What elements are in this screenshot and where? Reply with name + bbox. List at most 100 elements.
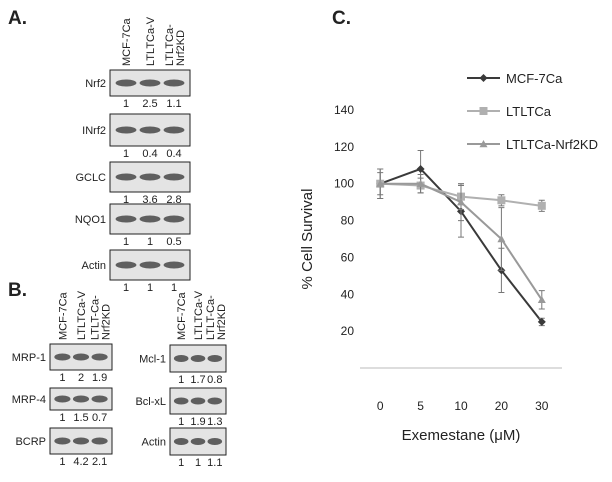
y-tick-label: 20 xyxy=(341,324,355,338)
blot-band xyxy=(115,173,137,181)
y-tick-label: 120 xyxy=(334,140,354,154)
lane-label: LTLT-Ca-Nrf2KD xyxy=(90,295,113,340)
lane-label: MCF-7Ca xyxy=(57,291,69,340)
fold-value: 1 xyxy=(123,236,129,248)
blot-band xyxy=(54,437,71,445)
lane-label-line: MCF-7Ca xyxy=(121,17,133,66)
lane-label: LTLTCa-V xyxy=(145,16,157,66)
marker xyxy=(537,295,546,304)
fold-value: 4.2 xyxy=(73,456,88,468)
protein-label: Mcl-1 xyxy=(139,354,166,366)
lane-label-line: LTLTCa-V xyxy=(145,16,157,66)
protein-label: MRP-4 xyxy=(12,394,46,406)
x-tick-label: 30 xyxy=(535,399,549,413)
y-tick-label: 80 xyxy=(341,214,355,228)
lane-label-line: Nrf2KD xyxy=(216,304,228,340)
fold-value: 1 xyxy=(123,194,129,206)
fold-value: 1 xyxy=(59,412,65,424)
lane-label-line: MCF-7Ca xyxy=(57,291,69,340)
fold-value: 2.8 xyxy=(166,194,181,206)
fold-value: 1.1 xyxy=(207,457,222,469)
fold-value: 0.8 xyxy=(207,374,222,386)
lane-label: LTLTCa-Nrf2KD xyxy=(164,24,187,66)
fold-value: 0.4 xyxy=(142,148,157,160)
protein-label: BCRP xyxy=(15,436,46,448)
lane-label: MCF-7Ca xyxy=(121,17,133,66)
fold-value: 1 xyxy=(147,282,153,294)
lane-label-line: MCF-7Ca xyxy=(176,291,188,340)
x-tick-label: 0 xyxy=(377,399,384,413)
fold-value: 1 xyxy=(59,456,65,468)
protein-label: MRP-1 xyxy=(12,352,46,364)
lane-label-line: Nrf2KD xyxy=(101,304,113,340)
protein-label: INrf2 xyxy=(82,125,106,137)
protein-label: NQO1 xyxy=(75,214,106,226)
fold-value: 1 xyxy=(147,236,153,248)
fold-value: 1 xyxy=(171,282,177,294)
marker xyxy=(479,74,488,82)
blot-band xyxy=(190,355,206,362)
marker xyxy=(416,179,425,187)
lane-label-line: Nrf2KD xyxy=(175,30,187,66)
lane-label-line: LTLT-Ca- xyxy=(90,295,102,340)
fold-value: 1 xyxy=(123,282,129,294)
y-tick-label: 60 xyxy=(341,250,355,264)
lane-label: MCF-7Ca xyxy=(176,291,188,340)
y-tick-label: 100 xyxy=(334,177,354,191)
marker xyxy=(537,201,546,210)
blot-band xyxy=(163,173,185,181)
blot-band xyxy=(115,261,137,269)
blot-band xyxy=(207,438,223,445)
marker xyxy=(537,317,546,326)
fold-value: 1.1 xyxy=(166,98,181,110)
marker xyxy=(479,107,488,115)
fold-value: 1.3 xyxy=(207,416,222,428)
protein-label: Nrf2 xyxy=(85,78,106,90)
blot-band xyxy=(91,437,108,445)
fold-value: 2 xyxy=(78,372,84,384)
blot-band xyxy=(163,126,185,134)
blot-band xyxy=(139,79,161,87)
panel-label: B. xyxy=(8,280,27,301)
blot-band xyxy=(163,79,185,87)
lane-label-line: LTLTCa-V xyxy=(193,290,205,340)
x-tick-label: 5 xyxy=(417,399,424,413)
fold-value: 1 xyxy=(178,416,184,428)
blot-band xyxy=(139,215,161,223)
fold-value: 0.5 xyxy=(166,236,181,248)
blot-band xyxy=(115,215,137,223)
panel-label: C. xyxy=(332,8,351,29)
blot-band xyxy=(163,261,185,269)
fold-value: 1 xyxy=(178,374,184,386)
blot-band xyxy=(72,353,90,361)
blot-band xyxy=(173,438,189,445)
blot-band xyxy=(207,355,223,362)
protein-label: Actin xyxy=(82,260,106,272)
fold-value: 1.9 xyxy=(92,372,107,384)
marker xyxy=(457,198,465,206)
y-tick-label: 140 xyxy=(334,103,354,117)
legend-label: MCF-7Ca xyxy=(506,71,563,86)
fold-value: 2.5 xyxy=(142,98,157,110)
fold-value: 0.4 xyxy=(166,148,181,160)
y-axis-label: % Cell Survival xyxy=(299,189,316,290)
blot-band xyxy=(139,173,161,181)
lane-label: LTLT-Ca-Nrf2KD xyxy=(205,295,228,340)
lane-label-line: LTLT-Ca- xyxy=(205,295,217,340)
y-tick-label: 40 xyxy=(341,287,355,301)
x-axis-label: Exemestane (μM) xyxy=(402,427,521,444)
blot-band xyxy=(163,215,185,223)
panel-label: A. xyxy=(8,8,27,29)
blot-band xyxy=(72,395,90,403)
x-tick-label: 10 xyxy=(454,399,468,413)
protein-label: Actin xyxy=(142,437,166,449)
blot-band xyxy=(173,355,189,362)
blot-band xyxy=(115,79,137,87)
fold-value: 1.7 xyxy=(190,374,205,386)
blot-band xyxy=(91,353,108,361)
fold-value: 1 xyxy=(123,148,129,160)
blot-band xyxy=(207,397,223,405)
blot-band xyxy=(115,126,137,134)
blot-band xyxy=(91,395,108,403)
